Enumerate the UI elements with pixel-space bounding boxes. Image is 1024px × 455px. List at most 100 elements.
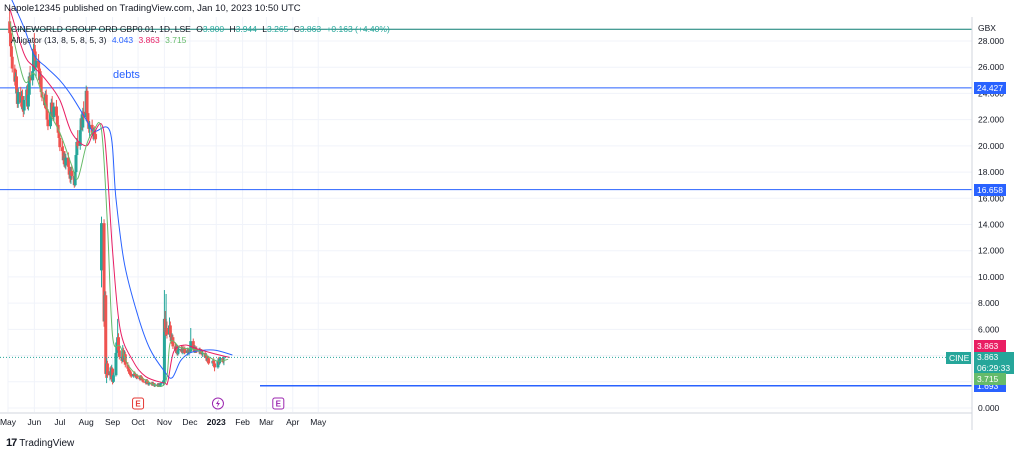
horizontal-levels[interactable] [0, 28, 972, 387]
candle [13, 64, 17, 86]
candle [45, 103, 49, 123]
x-tick-label: Jun [27, 417, 41, 427]
svg-text:E: E [276, 400, 282, 409]
candle [15, 69, 18, 93]
candle [127, 366, 131, 374]
candle [76, 130, 80, 149]
symbol-name: CINEWORLD GROUP ORD GBP0.01, 1D, LSE [11, 24, 191, 34]
candle [50, 96, 54, 115]
candle [9, 35, 13, 61]
candle [52, 102, 56, 121]
brand-name: TradingView [19, 437, 75, 449]
x-tick-label: Apr [286, 417, 299, 427]
ohlc-close: C3.863 [293, 24, 322, 34]
x-tick-label: Feb [235, 417, 250, 427]
earnings-event-icon[interactable]: E [272, 397, 285, 410]
x-tick-label: 2023 [207, 417, 226, 427]
indicator-price-tag: 3.715 [974, 373, 1006, 386]
tradingview-footer[interactable]: 17 TradingView [6, 437, 74, 449]
x-tick-label: Aug [79, 417, 94, 427]
x-tick-label: Dec [182, 417, 198, 427]
candle [75, 137, 79, 159]
y-tick-label: 14.000 [978, 220, 1004, 230]
indicator-price-tag: 3.863 [974, 340, 1006, 353]
candle [171, 334, 175, 350]
candle [58, 132, 62, 152]
y-tick-label: 18.000 [978, 167, 1004, 177]
x-tick-label: Oct [131, 417, 145, 427]
candle [165, 321, 169, 339]
candle [37, 63, 41, 85]
candle [207, 356, 211, 365]
candle [9, 25, 13, 51]
alligator-teeth-line [9, 8, 230, 386]
teeth-value: 3.863 [138, 35, 160, 45]
currency-label: GBX [978, 23, 996, 33]
x-tick-label: May [0, 417, 17, 427]
candle [54, 99, 58, 119]
candle [10, 50, 14, 73]
level-price-tag: 16.658 [974, 183, 1006, 196]
x-tick-label: Sep [105, 417, 120, 427]
candle [105, 360, 109, 378]
candle [64, 153, 68, 170]
candle [82, 101, 86, 120]
y-tick-label: 20.000 [978, 141, 1004, 151]
last-price-value: 3.863 [977, 352, 999, 363]
ohlc-low: L3.265 [262, 24, 289, 34]
time-axis[interactable]: May Jun Jul Aug Sep Oct Nov Dec 2023 Feb Mar Apr May [0, 412, 972, 427]
candle [162, 290, 166, 382]
publish-info-text: Napole12345 published on TradingView.com… [4, 3, 301, 14]
y-tick-label: 10.000 [978, 272, 1004, 282]
candle [177, 346, 181, 355]
candlestick-series [8, 8, 226, 388]
chart-grid [7, 17, 972, 412]
earnings-event-icon[interactable]: E [132, 397, 145, 410]
y-tick-label: 26.000 [978, 62, 1004, 72]
candle [44, 89, 48, 112]
indicator-name: Alligator (13, 8, 5, 8, 5, 3) [11, 35, 107, 45]
y-tick-label: 28.000 [978, 36, 1004, 46]
symbol-legend[interactable]: CINEWORLD GROUP ORD GBP0.01, 1D, LSE O3.… [11, 24, 393, 34]
bar-countdown: 06:29:33 [977, 363, 1011, 374]
candle [132, 372, 136, 378]
x-tick-label: May [310, 417, 327, 427]
candle [117, 346, 121, 360]
y-tick-label: 22.000 [978, 115, 1004, 125]
candle [100, 216, 103, 288]
indicator-legend[interactable]: Alligator (13, 8, 5, 8, 5, 3) 4.043 3.86… [11, 35, 189, 45]
x-tick-label: Nov [157, 417, 173, 427]
symbol-tag[interactable]: CINE [946, 352, 971, 365]
candle [213, 360, 217, 372]
candle [85, 86, 89, 118]
indicator-price-tag: 3.863 06:29:33 [974, 352, 1014, 375]
ohlc-high: H3.944 [229, 24, 257, 34]
candle [183, 346, 187, 355]
y-tick-label: 6.000 [978, 324, 1000, 334]
debts-annotation[interactable]: debts [113, 69, 140, 81]
candle [201, 350, 205, 357]
y-tick-label: 12.000 [978, 246, 1004, 256]
publish-header: Napole12345 published on TradingView.com… [0, 0, 1024, 17]
level-price-tag: 24.427 [974, 81, 1006, 94]
y-tick-label: 0.000 [978, 403, 1000, 413]
candle [94, 130, 98, 144]
candle [128, 368, 132, 376]
candle [34, 55, 38, 78]
y-tick-label: 16.000 [978, 193, 1004, 203]
candle [46, 114, 50, 131]
x-tick-label: Jul [54, 417, 65, 427]
x-tick-label: Mar [259, 417, 274, 427]
y-tick-label: 8.000 [978, 298, 1000, 308]
dividend-event-icon[interactable] [211, 397, 224, 410]
candle [219, 356, 222, 364]
candle [129, 371, 133, 378]
ohlc-change: +0.163 (+4.40%) [326, 24, 390, 34]
candle [70, 165, 74, 180]
tradingview-logo-icon: 17 [6, 437, 17, 449]
alligator-lips-line [9, 21, 229, 387]
alligator-jaw-line [11, 0, 233, 379]
alligator-indicator [9, 0, 233, 387]
